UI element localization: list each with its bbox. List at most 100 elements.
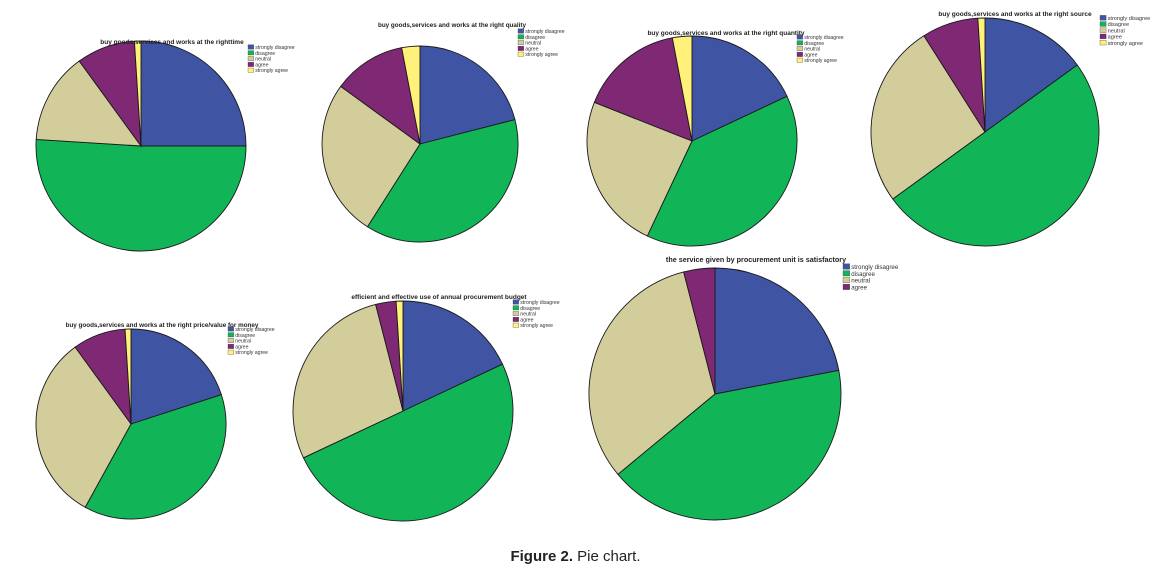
legend-label: strongly agree bbox=[255, 68, 288, 74]
legend-swatch bbox=[796, 52, 803, 57]
legend-label: disagree bbox=[1108, 22, 1129, 28]
legend-swatch bbox=[842, 270, 850, 277]
pie-slice-strongly-disagree bbox=[140, 40, 247, 147]
legend-label: disagree bbox=[520, 306, 540, 312]
pie-slice-strongly-disagree bbox=[419, 45, 516, 145]
pie-slice-neutral bbox=[588, 271, 716, 475]
pie-slice-neutral bbox=[35, 346, 132, 508]
pie-legend: strongly disagreedisagreeneutralagreestr… bbox=[517, 28, 565, 58]
legend-label: neutral bbox=[235, 339, 251, 345]
legend-swatch bbox=[796, 40, 803, 46]
legend-swatch bbox=[842, 284, 850, 290]
pie-legend: strongly disagreedisagreeneutralagreestr… bbox=[227, 326, 275, 356]
pie-slice-strongly-disagree bbox=[984, 17, 1078, 133]
pie-slice-agree bbox=[340, 47, 421, 146]
pie-slice-strongly-agree bbox=[671, 35, 693, 142]
pie-slice-agree bbox=[683, 267, 716, 395]
pie-slice-agree bbox=[593, 37, 693, 142]
legend-label: strongly agree bbox=[525, 52, 558, 58]
legend-swatch bbox=[227, 338, 234, 343]
legend-label: strongly disagree bbox=[1108, 16, 1151, 22]
pie-chart-title: buy goods,services and works at the righ… bbox=[100, 39, 244, 46]
legend-swatch bbox=[1099, 27, 1107, 33]
pie-legend: strongly disagreedisagreeneutralagreestr… bbox=[796, 34, 844, 64]
pie-chart-title: the service given by procurement unit is… bbox=[666, 255, 846, 264]
legend-swatch bbox=[247, 62, 254, 67]
pie-chart-4: buy goods,services and works at the righ… bbox=[870, 11, 1151, 247]
legend-label: strongly disagree bbox=[804, 35, 844, 41]
pie-chart-2: buy goods,services and works at the righ… bbox=[321, 22, 565, 243]
legend-swatch bbox=[796, 57, 803, 63]
figure-caption: Figure 2. Pie chart. bbox=[0, 548, 1151, 565]
legend-label: agree bbox=[1108, 35, 1122, 41]
pie-legend: strongly disagreedisagreeneutralagreestr… bbox=[1099, 15, 1151, 47]
legend-swatch bbox=[512, 311, 519, 316]
pie-slice-disagree bbox=[892, 64, 1100, 247]
pie-slice-strongly-agree bbox=[977, 17, 986, 133]
legend-label: strongly disagree bbox=[520, 300, 560, 306]
legend-label: agree bbox=[804, 52, 817, 58]
legend-swatch bbox=[796, 46, 803, 51]
pie-legend: strongly disagreedisagreeneutralagreestr… bbox=[247, 44, 295, 74]
figure-caption-label: Figure 2. bbox=[510, 548, 573, 565]
pie-slice-neutral bbox=[586, 101, 693, 237]
legend-label: disagree bbox=[255, 51, 275, 57]
legend-label: agree bbox=[520, 317, 533, 323]
legend-label: strongly disagree bbox=[235, 327, 275, 333]
legend-label: neutral bbox=[851, 278, 870, 285]
legend-label: agree bbox=[235, 344, 248, 350]
pie-slice-strongly-disagree bbox=[130, 328, 222, 425]
figure-caption-text: Pie chart. bbox=[572, 548, 641, 565]
pie-chart-5: buy goods,services and works at the righ… bbox=[35, 322, 275, 520]
legend-swatch bbox=[1099, 33, 1107, 39]
legend-label: strongly agree bbox=[235, 350, 268, 356]
pie-slice-disagree bbox=[617, 369, 842, 521]
legend-label: disagree bbox=[235, 333, 255, 339]
legend-label: strongly agree bbox=[1108, 41, 1143, 47]
legend-swatch bbox=[247, 67, 254, 73]
pie-slice-disagree bbox=[84, 394, 227, 520]
pie-slice-strongly-agree bbox=[124, 328, 132, 425]
legend-label: strongly agree bbox=[804, 58, 837, 64]
legend-label: neutral bbox=[804, 47, 820, 53]
legend-label: agree bbox=[255, 62, 268, 68]
legend-swatch bbox=[247, 44, 254, 50]
pie-slice-strongly-agree bbox=[133, 40, 142, 147]
legend-label: agree bbox=[851, 284, 867, 291]
legend-swatch bbox=[227, 344, 234, 349]
pie-chart-title: buy goods,services and works at the righ… bbox=[647, 30, 804, 37]
legend-swatch bbox=[1099, 40, 1107, 46]
legend-label: neutral bbox=[255, 57, 271, 63]
pie-chart-7: the service given by procurement unit is… bbox=[588, 255, 899, 521]
legend-swatch bbox=[517, 34, 524, 40]
legend-swatch bbox=[512, 305, 519, 311]
pie-slice-neutral bbox=[321, 85, 421, 228]
pie-chart-title: buy goods,services and works at the righ… bbox=[378, 22, 527, 29]
legend-swatch bbox=[517, 51, 524, 57]
legend-label: strongly disagree bbox=[525, 29, 565, 35]
pie-slice-disagree bbox=[35, 138, 247, 252]
legend-label: disagree bbox=[804, 41, 824, 47]
pie-chart-title: efficient and effective use of annual pr… bbox=[351, 294, 527, 301]
legend-swatch bbox=[796, 34, 803, 40]
legend-label: strongly agree bbox=[520, 323, 553, 329]
legend-swatch bbox=[842, 263, 850, 270]
legend-swatch bbox=[842, 277, 850, 283]
legend-swatch bbox=[1099, 21, 1107, 27]
legend-label: disagree bbox=[851, 271, 875, 278]
legend-swatch bbox=[227, 332, 234, 338]
legend-swatch bbox=[247, 50, 254, 56]
legend-label: strongly disagree bbox=[851, 264, 899, 271]
pie-slice-strongly-agree bbox=[395, 300, 404, 412]
legend-swatch bbox=[227, 326, 234, 332]
pie-slice-strongly-disagree bbox=[714, 267, 840, 395]
pie-slice-disagree bbox=[366, 119, 519, 243]
pie-chart-title: buy goods,services and works at the righ… bbox=[938, 11, 1092, 18]
pie-chart-3: buy goods,services and works at the righ… bbox=[586, 30, 844, 247]
pie-slice-neutral bbox=[870, 35, 986, 200]
pie-chart-title: buy goods,services and works at the righ… bbox=[66, 322, 259, 329]
pie-slice-neutral bbox=[35, 60, 142, 147]
legend-swatch bbox=[1099, 15, 1107, 21]
